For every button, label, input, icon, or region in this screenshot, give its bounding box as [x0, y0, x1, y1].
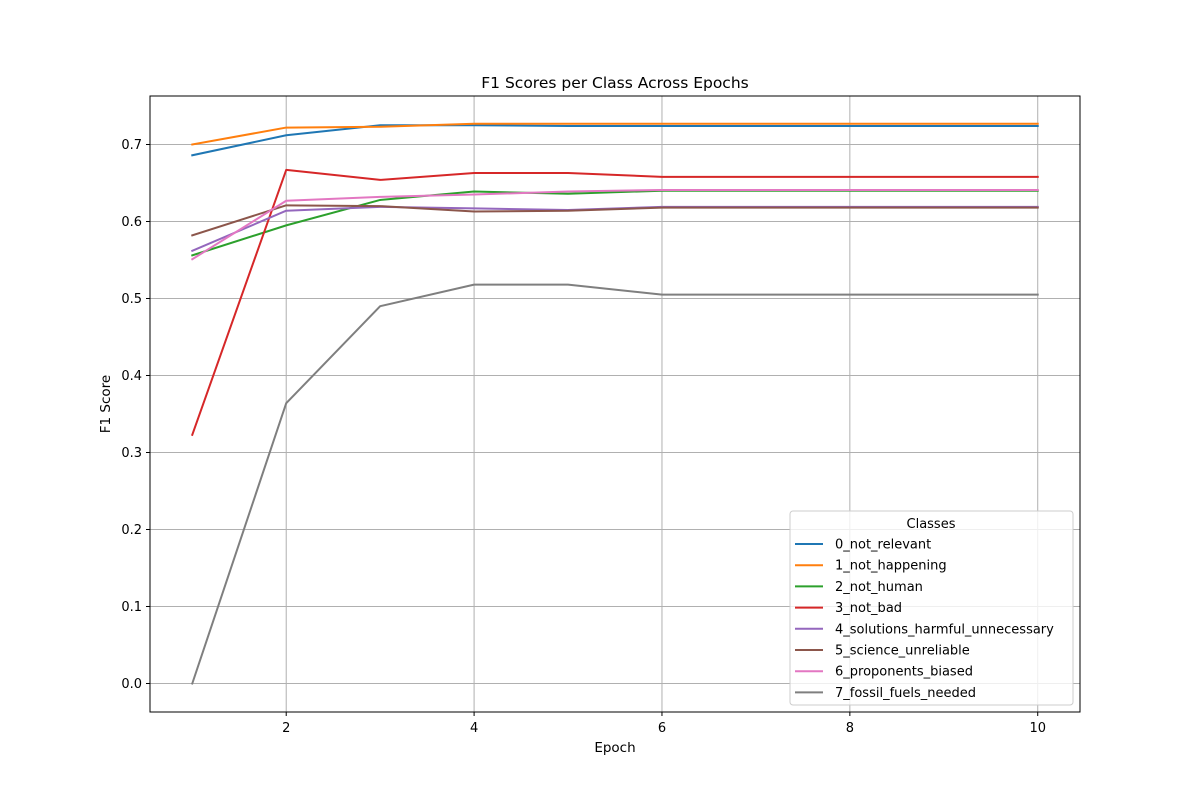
y-tick-label: 0.4 [121, 369, 142, 384]
legend-label-7_fossil_fuels_needed: 7_fossil_fuels_needed [835, 686, 976, 701]
x-tick-label: 2 [282, 721, 290, 736]
legend-items: 0_not_relevant 1_not_happening 2_not_human… [795, 538, 1054, 701]
legend-frame [789, 510, 1074, 706]
legend-label-1_not_happening: 1_not_happening [835, 559, 947, 574]
x-tick-label: 8 [846, 721, 854, 736]
plot-area-frame [149, 95, 1081, 713]
series-line-3_not_bad [190, 168, 1039, 437]
series-line-1_not_happening [191, 122, 1039, 146]
y-axis-label: F1 Score [98, 375, 114, 433]
x-tick-label: 10 [1029, 721, 1046, 736]
series-layer [190, 122, 1039, 685]
y-tick-label: 0.5 [121, 292, 142, 307]
x-axis-label: Epoch [594, 740, 635, 756]
series-line-7_fossil_fuels_needed [191, 283, 1039, 685]
y-tick-label: 0.7 [121, 138, 142, 153]
x-tick-label: 4 [470, 721, 478, 736]
legend-title: Classes [907, 517, 956, 532]
legend-label-4_solutions_harmful_unnecessary: 4_solutions_harmful_unnecessary [835, 622, 1054, 637]
series-line-6_proponents_biased [190, 188, 1039, 261]
series-line-0_not_relevant [191, 124, 1039, 157]
y-tick-label: 0.1 [121, 600, 142, 615]
legend-label-5_science_unreliable: 5_science_unreliable [835, 644, 970, 659]
chart-title: F1 Scores per Class Across Epochs [481, 74, 748, 92]
legend-label-0_not_relevant: 0_not_relevant [835, 538, 931, 553]
x-tick-label: 6 [658, 721, 666, 736]
legend-label-6_proponents_biased: 6_proponents_biased [835, 665, 973, 680]
y-tick-label: 0.6 [121, 215, 142, 230]
y-tick-label: 0.2 [121, 523, 142, 538]
legend-label-3_not_bad: 3_not_bad [835, 601, 902, 616]
y-tick-label: 0.3 [121, 446, 142, 461]
tick-layer: 2 4 6 8 10 0.0 0.1 0.2 0.3 0.4 0.5 0.6 0.7 [121, 138, 1046, 736]
series-line-5_science_unreliable [191, 204, 1039, 237]
legend: Classes 0_not_relevant 1_not_happening 2_n… [789, 510, 1074, 706]
legend-label-2_not_human: 2_not_human [835, 580, 923, 595]
y-tick-label: 0.0 [121, 677, 142, 692]
